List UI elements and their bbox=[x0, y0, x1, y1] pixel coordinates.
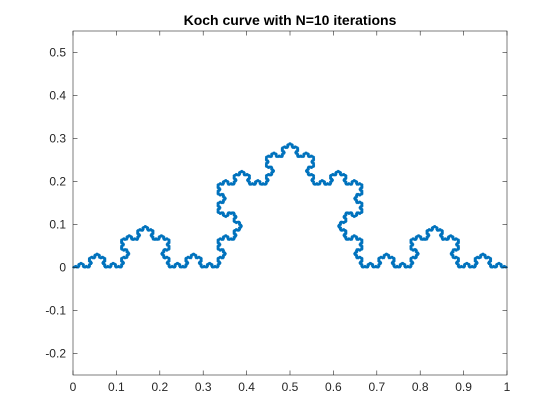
x-tick-label: 0.2 bbox=[151, 380, 168, 394]
y-axis-tick-labels: -0.2 -0.1 0 0.1 0.2 0.3 0.4 0.5 bbox=[45, 46, 66, 361]
y-tick-label: 0 bbox=[59, 261, 66, 275]
x-tick-label: 0.7 bbox=[368, 380, 385, 394]
y-tick-label: -0.2 bbox=[45, 347, 66, 361]
x-tick-label: 0.4 bbox=[238, 380, 255, 394]
x-tick-label: 0.3 bbox=[195, 380, 212, 394]
plot-area bbox=[73, 31, 507, 375]
y-tick-label: -0.1 bbox=[45, 304, 66, 318]
x-tick-label: 0.9 bbox=[455, 380, 472, 394]
y-tick-label: 0.5 bbox=[49, 46, 66, 60]
x-tick-label: 0.5 bbox=[282, 380, 299, 394]
x-tick-label: 0.8 bbox=[412, 380, 429, 394]
x-tick-label: 0.1 bbox=[108, 380, 125, 394]
y-tick-label: 0.1 bbox=[49, 218, 66, 232]
y-tick-label: 0.2 bbox=[49, 175, 66, 189]
x-axis-tick-labels: 0 0.1 0.2 0.3 0.4 0.5 0.6 0.7 0.8 0.9 1 bbox=[70, 380, 511, 394]
x-tick-label: 1 bbox=[504, 380, 511, 394]
x-tick-label: 0 bbox=[70, 380, 77, 394]
y-tick-label: 0.4 bbox=[49, 89, 66, 103]
y-tick-label: 0.3 bbox=[49, 132, 66, 146]
x-tick-label: 0.6 bbox=[325, 380, 342, 394]
chart-title: Koch curve with N=10 iterations bbox=[184, 12, 397, 28]
